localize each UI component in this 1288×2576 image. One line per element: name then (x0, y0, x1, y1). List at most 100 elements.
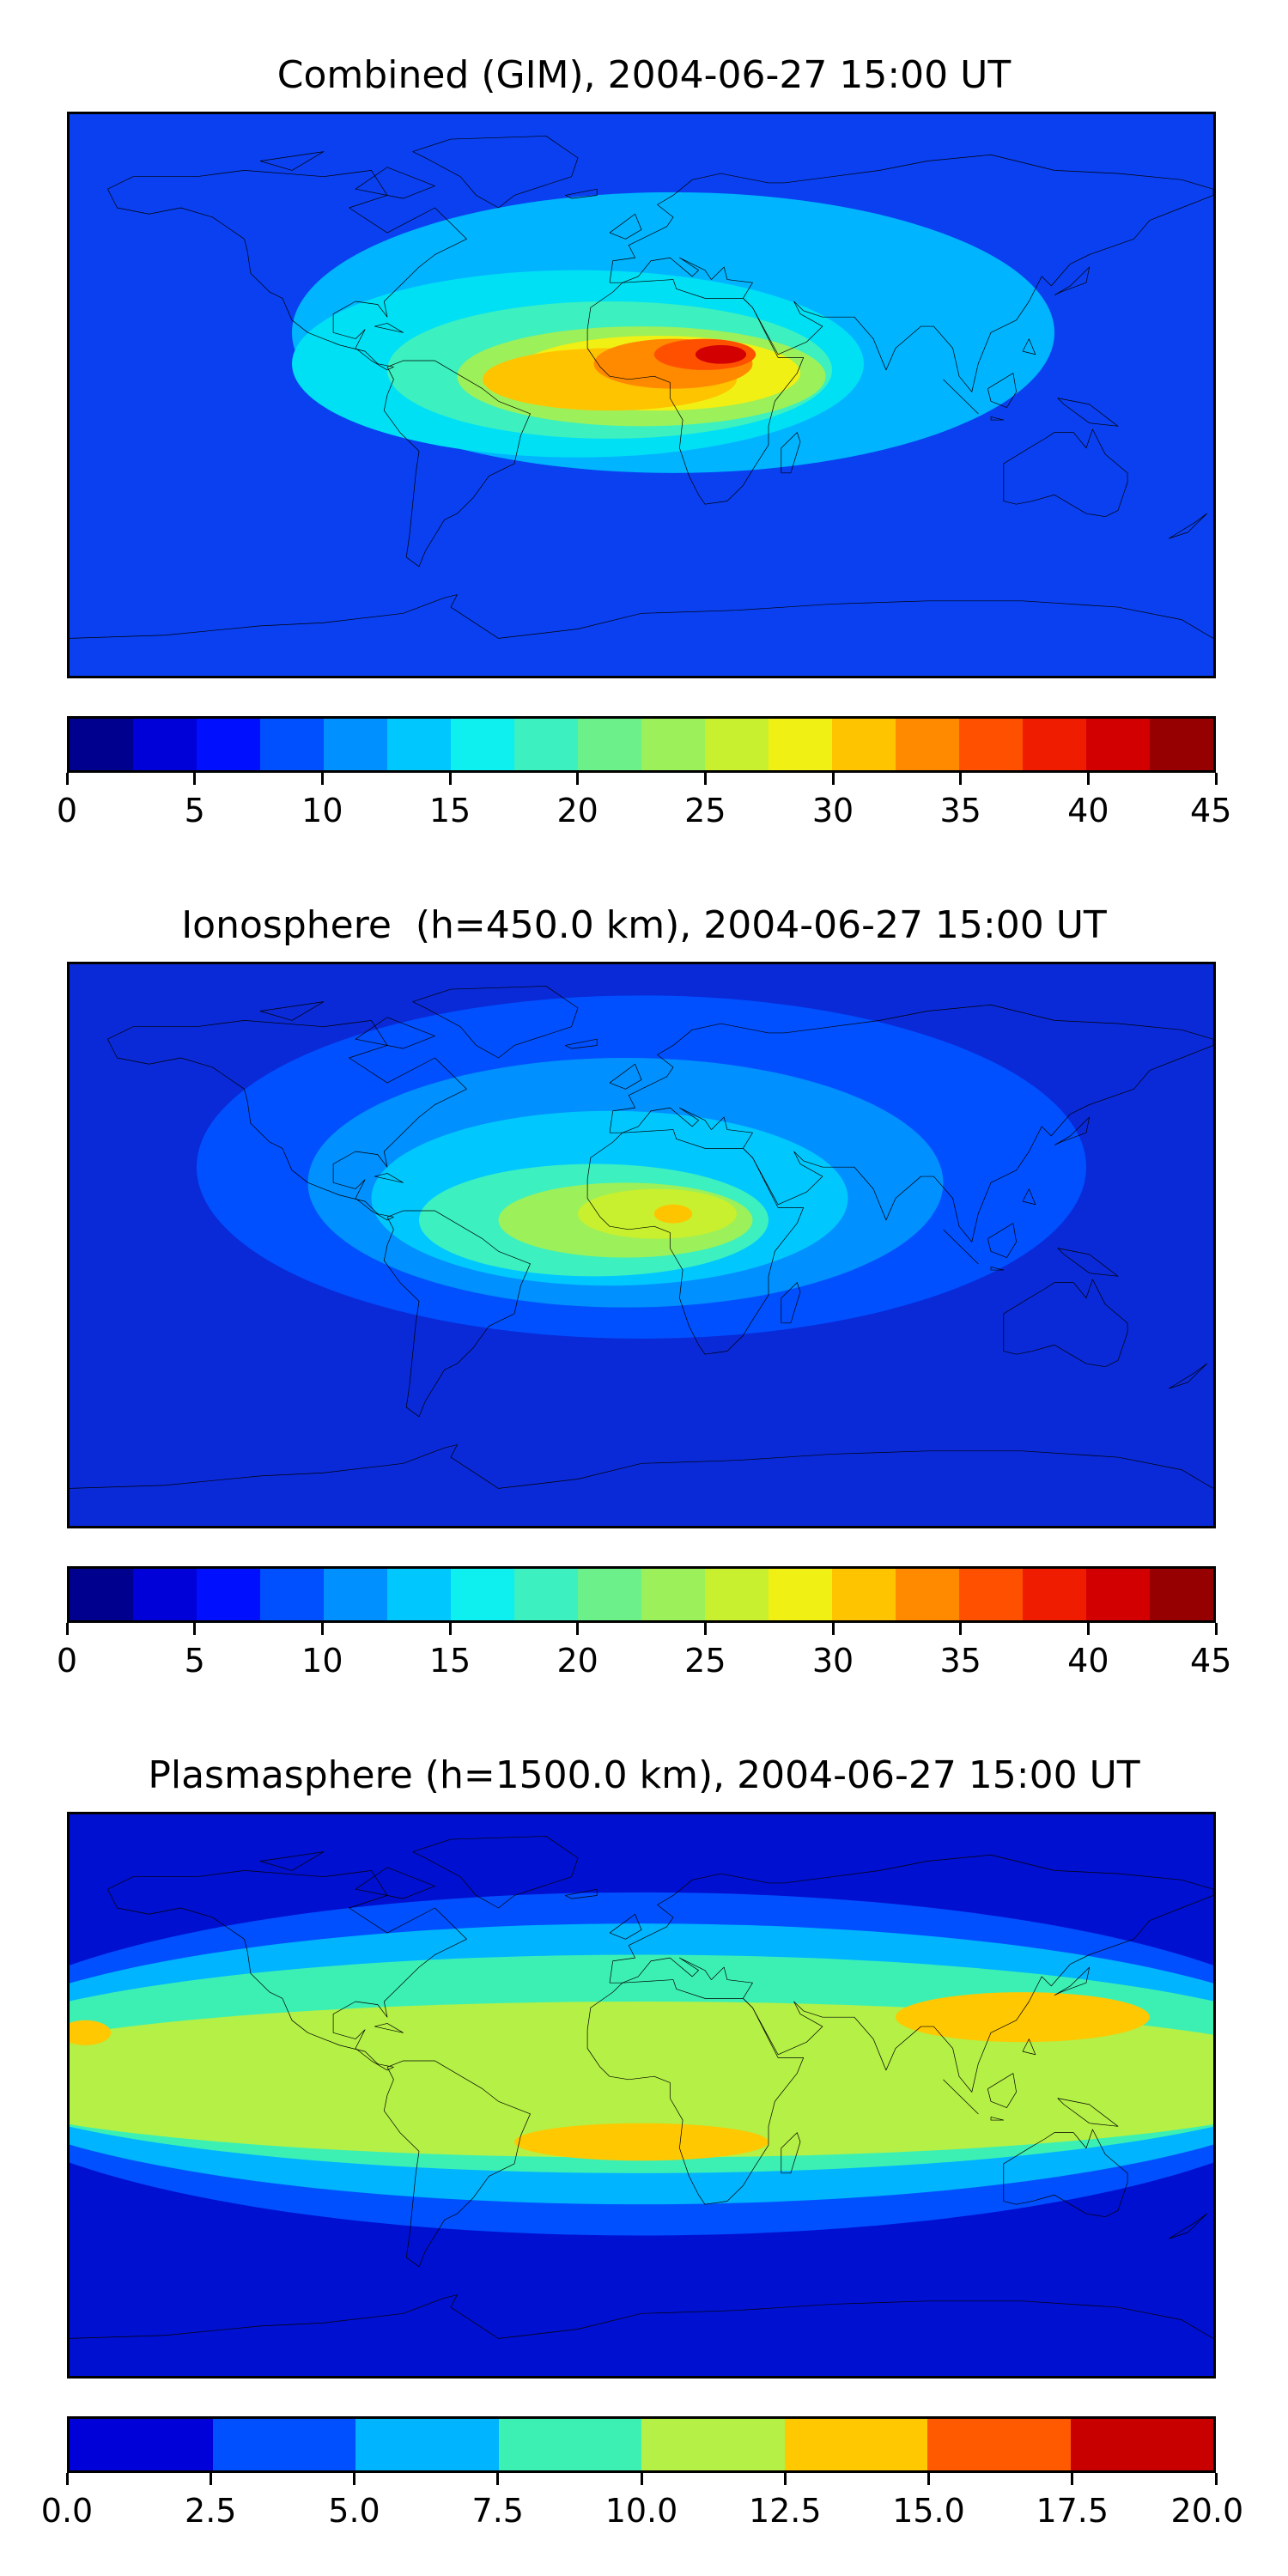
tec-contour-band (653, 1204, 693, 1224)
tick-mark (65, 773, 69, 785)
map-ionosphere (67, 962, 1216, 1528)
tick-label: 12.5 (748, 2492, 822, 2530)
coastline (610, 155, 1213, 392)
tick-mark (1214, 1623, 1218, 1635)
map-plasmasphere (67, 1812, 1216, 2379)
tec-contour-band (695, 344, 747, 364)
tick-mark (1214, 773, 1218, 785)
colorbar-segment (197, 719, 260, 770)
coastline (944, 2080, 979, 2114)
tick-mark (448, 773, 452, 785)
tick-label: 40 (1067, 1642, 1109, 1680)
coastline (991, 1267, 1004, 1270)
coastline (1023, 1189, 1036, 1205)
tick-mark (320, 773, 324, 785)
colorbar-segment (451, 1569, 514, 1620)
colorbar-segment (705, 719, 769, 770)
coastline (355, 1018, 435, 1048)
coastline (587, 1980, 804, 2205)
coastline (260, 1852, 324, 1871)
tick-mark (209, 2473, 212, 2485)
coastline (610, 1005, 1213, 1242)
tick-mark (783, 2473, 787, 2485)
coastline (610, 214, 641, 239)
coastline (1058, 2099, 1118, 2127)
tick-label: 0 (56, 1642, 78, 1680)
coastline (260, 1002, 324, 1021)
coastline (70, 2295, 1213, 2339)
tick-label: 45 (1190, 1642, 1232, 1680)
colorbar-ticks-plasmasphere: 0.0 2.5 5.0 7.5 10.0 12.5 15.0 17.5 20.0 (41, 2473, 1243, 2530)
colorbar-segment (896, 1569, 959, 1620)
tick-label: 15 (428, 792, 471, 829)
coastline (987, 1224, 1016, 1258)
coastline (991, 2117, 1004, 2120)
coastline (610, 1064, 641, 1089)
colorbar-segment (959, 719, 1023, 770)
colorbar-ticks-combined: 0 5 10 15 20 25 30 35 40 45 (57, 773, 1231, 829)
colorbar-segment (784, 2419, 927, 2470)
panel-title-combined: Combined (GIM), 2004-06-27 15:00 UT (276, 53, 1012, 97)
tec-contour-band (70, 2020, 112, 2045)
tick-label: 20 (556, 792, 598, 829)
colorbar-segment (1023, 719, 1086, 770)
colorbar-segment (212, 2419, 355, 2470)
tick-mark (959, 773, 963, 785)
colorbar-segment (927, 2419, 1071, 2470)
tick-label: 30 (811, 1642, 854, 1680)
tick-label: 20.0 (1170, 2492, 1244, 2530)
colorbar-segment (133, 1569, 197, 1620)
tick-mark (1071, 2473, 1074, 2485)
tick-mark (448, 1623, 452, 1635)
colorbar-segment (324, 719, 387, 770)
colorbar-segment (1150, 719, 1213, 770)
coastline (355, 167, 435, 198)
tick-mark (193, 773, 197, 785)
tick-mark (703, 1623, 707, 1635)
tick-label: 35 (939, 792, 981, 829)
tick-mark (1086, 773, 1090, 785)
colorbar-segment (324, 1569, 387, 1620)
colorbar-segment (769, 1569, 832, 1620)
coastline (374, 323, 403, 332)
coastline (565, 1889, 597, 1899)
coastline (1169, 2214, 1206, 2239)
colorbar-segment (387, 1569, 451, 1620)
colorbar-segment (70, 719, 133, 770)
map-svg-ionosphere (70, 964, 1213, 1526)
tick-mark (193, 1623, 197, 1635)
coastline (70, 1445, 1213, 1489)
coastline (1004, 1279, 1127, 1367)
map-svg-combined (70, 114, 1213, 676)
coastline (987, 2074, 1016, 2108)
colorbar-segment (355, 2419, 499, 2470)
coastline (374, 1173, 403, 1182)
tick-mark (640, 2473, 643, 2485)
coastline (384, 1211, 530, 1417)
coastline (384, 2061, 530, 2267)
colorbar-segment (1070, 2419, 1213, 2470)
colorbar-segment (705, 1569, 769, 1620)
tick-mark (576, 773, 580, 785)
tec-contour-band (896, 1992, 1150, 2043)
colorbar-ticks-ionosphere: 0 5 10 15 20 25 30 35 40 45 (57, 1623, 1231, 1680)
colorbar-segment (959, 1569, 1023, 1620)
coastline (944, 1230, 979, 1264)
colorbar-segment (70, 2419, 213, 2470)
coastline (1004, 429, 1127, 517)
coastline (1058, 398, 1118, 427)
colorbar-segment (514, 719, 578, 770)
tick-label: 15.0 (892, 2492, 965, 2530)
coastline (70, 595, 1213, 639)
coastline (1169, 513, 1206, 538)
colorbar-segment (387, 719, 451, 770)
coastline (565, 1039, 597, 1048)
coastline (374, 2023, 403, 2032)
tick-label: 10.0 (605, 2492, 678, 2530)
colorbar-segment (451, 719, 514, 770)
tick-mark (927, 2473, 930, 2485)
colorbar-segment (70, 1569, 133, 1620)
tick-label: 17.5 (1036, 2492, 1109, 2530)
tick-mark (831, 773, 835, 785)
coastline (107, 1870, 466, 2070)
